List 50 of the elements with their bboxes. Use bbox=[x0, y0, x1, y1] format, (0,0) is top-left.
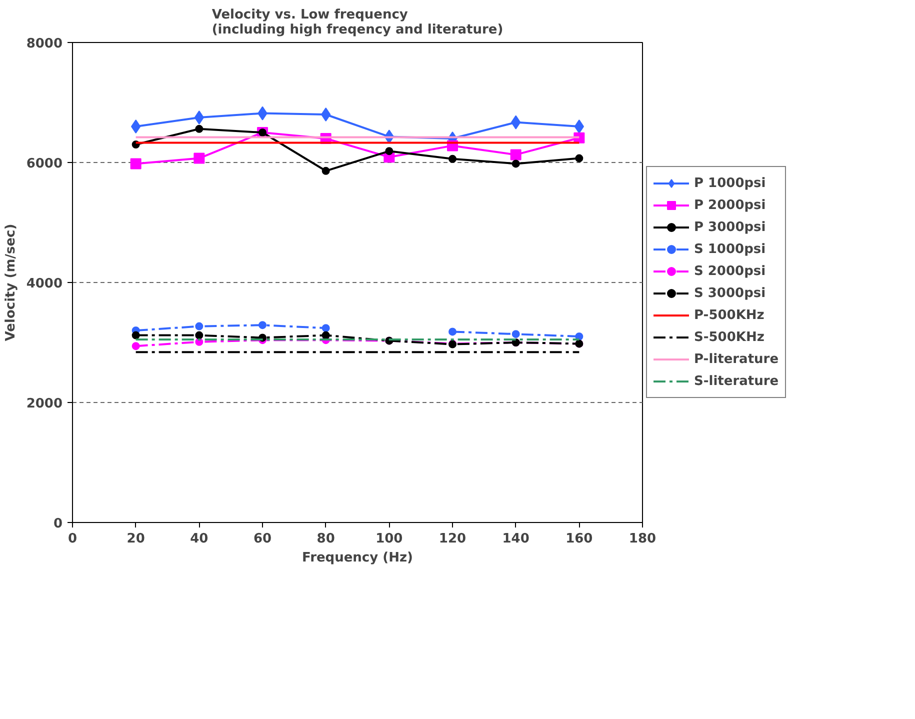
legend-label: P-500KHz bbox=[694, 308, 764, 322]
point bbox=[195, 124, 204, 133]
point bbox=[194, 152, 205, 164]
x-axis-title: Frequency (Hz) bbox=[302, 550, 413, 566]
point bbox=[448, 154, 456, 163]
legend-label: P 1000psi bbox=[694, 176, 766, 190]
legend-label: S-500KHz bbox=[694, 330, 764, 344]
legend-label: P-literature bbox=[694, 352, 779, 366]
y-tick-label: 0 bbox=[53, 516, 62, 532]
x-tick-label: 140 bbox=[502, 532, 530, 546]
legend-label: P 2000psi bbox=[694, 198, 766, 212]
point bbox=[258, 321, 266, 330]
y-tick-label: 8000 bbox=[26, 36, 63, 52]
x-tick-label: 60 bbox=[253, 532, 272, 546]
point bbox=[195, 322, 204, 330]
point bbox=[510, 149, 522, 160]
point bbox=[194, 110, 204, 124]
point bbox=[132, 342, 140, 350]
point bbox=[322, 324, 330, 332]
x-tick-label: 180 bbox=[628, 532, 656, 546]
point bbox=[321, 108, 331, 122]
point bbox=[512, 160, 520, 168]
legend-label: S 1000psi bbox=[694, 242, 766, 256]
x-tick-label: 40 bbox=[190, 532, 208, 546]
point bbox=[131, 120, 141, 134]
point bbox=[130, 158, 142, 170]
x-tick-label: 80 bbox=[316, 532, 335, 546]
x-tick-label: 100 bbox=[376, 532, 403, 546]
legend-label: S-literature bbox=[694, 374, 779, 388]
legend-label: S 3000psi bbox=[694, 286, 766, 300]
point bbox=[132, 331, 140, 340]
x-tick-label: 120 bbox=[438, 532, 466, 546]
point bbox=[322, 331, 330, 340]
point bbox=[385, 147, 394, 156]
legend-label: P 3000psi bbox=[694, 220, 766, 234]
y-axis-title: Velocity (m/sec) bbox=[3, 224, 18, 342]
legend-label: S 2000psi bbox=[694, 264, 766, 278]
point bbox=[575, 154, 584, 162]
y-tick-label: 6000 bbox=[26, 156, 63, 172]
x-tick-label: 20 bbox=[126, 532, 145, 546]
x-tick-label: 0 bbox=[68, 532, 78, 546]
point bbox=[322, 166, 330, 175]
point bbox=[574, 120, 584, 134]
point bbox=[195, 331, 204, 340]
y-tick-label: 2000 bbox=[26, 396, 63, 412]
x-tick-label: 160 bbox=[566, 532, 593, 546]
point bbox=[448, 328, 456, 336]
point bbox=[512, 330, 520, 338]
chart-title: Velocity vs. Low frequency (including high freqency and literature) bbox=[212, 8, 504, 38]
y-tick-label: 4000 bbox=[26, 276, 63, 292]
